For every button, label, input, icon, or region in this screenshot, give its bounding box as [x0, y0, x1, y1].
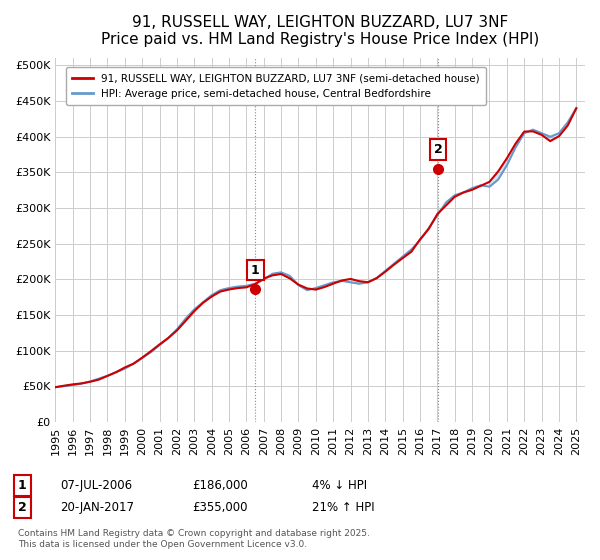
- Text: 07-JUL-2006: 07-JUL-2006: [60, 479, 132, 492]
- Text: 2: 2: [18, 501, 27, 514]
- Text: 1: 1: [251, 264, 260, 277]
- Text: 2: 2: [434, 143, 443, 156]
- Legend: 91, RUSSELL WAY, LEIGHTON BUZZARD, LU7 3NF (semi-detached house), HPI: Average p: 91, RUSSELL WAY, LEIGHTON BUZZARD, LU7 3…: [66, 67, 486, 105]
- Text: £186,000: £186,000: [192, 479, 248, 492]
- Text: Contains HM Land Registry data © Crown copyright and database right 2025.
This d: Contains HM Land Registry data © Crown c…: [18, 529, 370, 549]
- Text: 1: 1: [18, 479, 27, 492]
- Text: £355,000: £355,000: [192, 501, 248, 514]
- Text: 4% ↓ HPI: 4% ↓ HPI: [312, 479, 367, 492]
- Title: 91, RUSSELL WAY, LEIGHTON BUZZARD, LU7 3NF
Price paid vs. HM Land Registry's Hou: 91, RUSSELL WAY, LEIGHTON BUZZARD, LU7 3…: [101, 15, 539, 48]
- Text: 21% ↑ HPI: 21% ↑ HPI: [312, 501, 374, 514]
- Text: 20-JAN-2017: 20-JAN-2017: [60, 501, 134, 514]
